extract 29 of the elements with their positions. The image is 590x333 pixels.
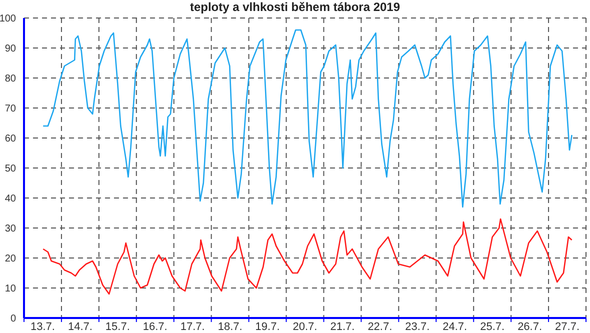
- chart-title: teploty a vlhkosti během tábora 2019: [188, 0, 402, 14]
- y-tick-label: 70: [4, 104, 16, 115]
- x-tick-label: 18.7.: [218, 321, 242, 333]
- x-tick-label: 24.7.: [442, 321, 468, 333]
- x-tick-label: 15.7.: [105, 321, 130, 333]
- x-tick-label: 27.7.: [555, 321, 580, 333]
- line-series: [42, 218, 572, 295]
- y-tick-label: 50: [4, 164, 16, 175]
- y-tick-label: 60: [4, 134, 16, 145]
- y-tick-label: 100: [0, 14, 16, 25]
- x-tick-label: 20.7.: [292, 321, 318, 333]
- x-tick-label: 22.7.: [368, 321, 392, 333]
- x-tick-label: 26.7.: [518, 321, 542, 333]
- x-tick-label: 13.7.: [30, 321, 55, 333]
- y-tick-label: 80: [4, 74, 16, 85]
- y-tick-label: 0: [10, 314, 16, 325]
- y-tick-label: 90: [4, 44, 16, 55]
- x-tick-label: 16.7.: [142, 321, 168, 333]
- x-tick-label: 23.7.: [405, 321, 430, 333]
- line-series: [42, 29, 572, 208]
- x-tick-label: 17.7.: [180, 321, 205, 333]
- x-tick-label: 21.7.: [330, 321, 355, 333]
- x-tick-label: 25.7.: [480, 321, 505, 333]
- y-tick-label: 10: [4, 284, 16, 295]
- y-tick-label: 20: [4, 254, 16, 265]
- y-tick-label: 40: [4, 194, 16, 205]
- y-tick-label: 30: [4, 224, 16, 235]
- x-tick-label: 14.7.: [68, 321, 92, 333]
- x-tick-label: 19.7.: [255, 321, 280, 333]
